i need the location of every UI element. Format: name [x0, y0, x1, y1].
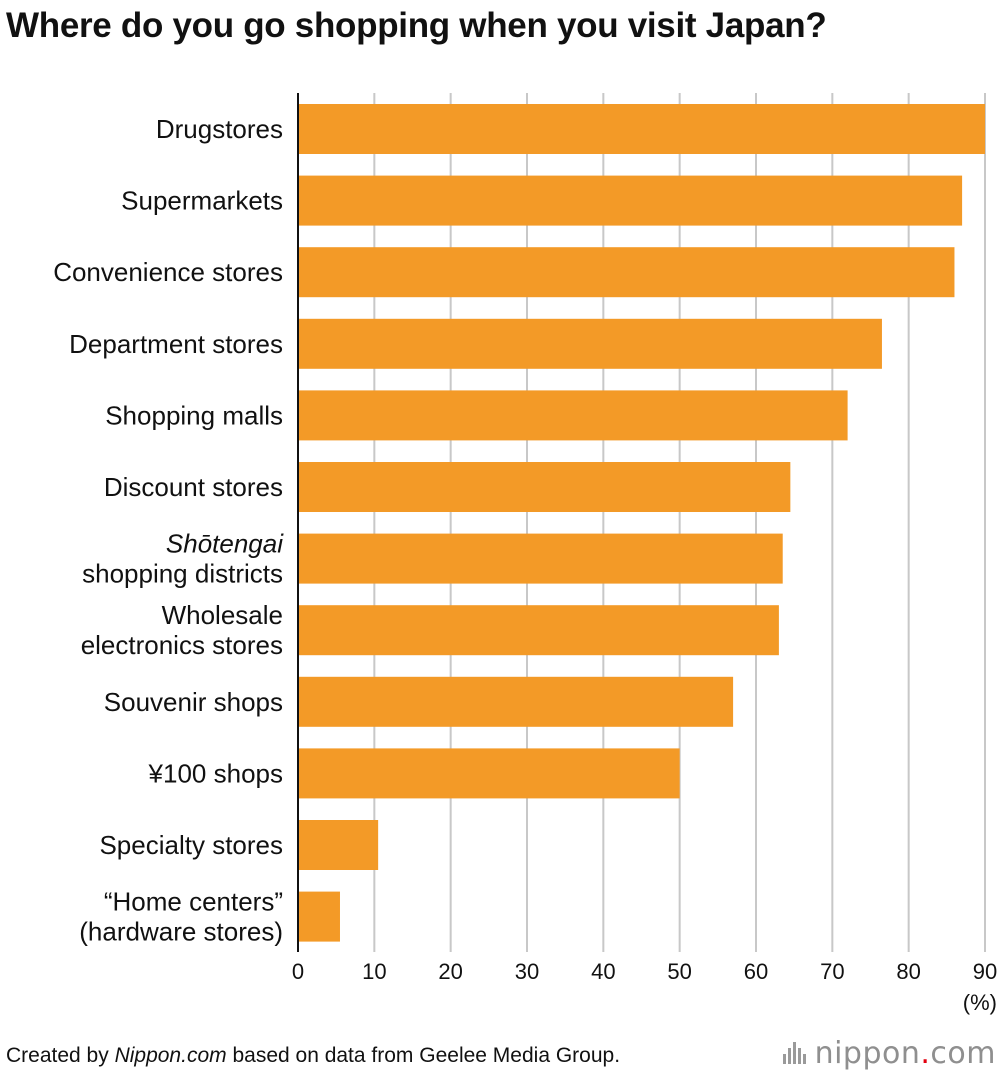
- x-tick-label: 50: [667, 959, 691, 984]
- brand-wordmark: nippon.com: [815, 1036, 996, 1071]
- category-label: ¥100 shops: [148, 758, 283, 788]
- x-tick-label: 0: [292, 959, 304, 984]
- category-label: Shōtengai shopping districts: [82, 529, 284, 589]
- bar: [298, 820, 379, 870]
- x-tick-label: 10: [362, 959, 386, 984]
- category-label: Drugstores: [156, 114, 283, 144]
- brand-tld: com: [930, 1035, 996, 1071]
- bar: [298, 891, 340, 942]
- x-tick-label: 60: [744, 959, 768, 984]
- brand-name: nippon: [814, 1035, 921, 1071]
- x-tick-label: 80: [896, 959, 920, 984]
- category-label: Souvenir shops: [104, 687, 283, 717]
- bar: [298, 247, 955, 298]
- category-label: Supermarkets: [121, 186, 283, 216]
- category-label: Wholesale electronics stores: [81, 600, 283, 660]
- brand-dot: .: [920, 1035, 931, 1071]
- bar: [298, 462, 791, 512]
- footer-source-name: Nippon.com: [114, 1044, 227, 1067]
- category-labels: Drugstores Supermarkets Convenience stores…: [53, 114, 284, 947]
- category-label: Discount stores: [104, 472, 283, 502]
- bar: [298, 390, 848, 441]
- category-label: “Home centers” (hardware stores): [79, 887, 283, 947]
- bar: [298, 533, 783, 584]
- nippon-brand: nippon.com: [782, 1036, 996, 1071]
- bar: [298, 175, 963, 226]
- x-tick-label: 20: [438, 959, 462, 984]
- footer-suffix: based on data from Geelee Media Group.: [226, 1044, 621, 1067]
- bar: [298, 104, 985, 154]
- x-tick-label: 70: [820, 959, 844, 984]
- category-label: Convenience stores: [53, 257, 283, 287]
- x-tick-label: 90: [973, 959, 997, 984]
- category-label: Department stores: [69, 329, 283, 359]
- source-footer: Created by Nippon.com based on data from…: [6, 1044, 620, 1068]
- bar: [298, 676, 734, 727]
- grid-lines: [373, 93, 986, 952]
- chart-title: Where do you go shopping when you visit …: [6, 6, 827, 45]
- bar: [298, 318, 882, 369]
- x-axis-ticks: 0 10 20 30 40 50 60 70 80 90: [292, 959, 997, 984]
- footer-prefix: Created by: [6, 1044, 115, 1067]
- x-axis-unit-label: (%): [963, 990, 997, 1015]
- x-tick-label: 40: [591, 959, 615, 984]
- category-label: Specialty stores: [99, 830, 283, 860]
- bar: [298, 748, 680, 799]
- bar: [298, 605, 779, 656]
- x-tick-label: 30: [515, 959, 539, 984]
- bars: [298, 104, 985, 942]
- category-label: Shopping malls: [105, 400, 283, 430]
- nippon-logo-icon: [782, 1042, 809, 1064]
